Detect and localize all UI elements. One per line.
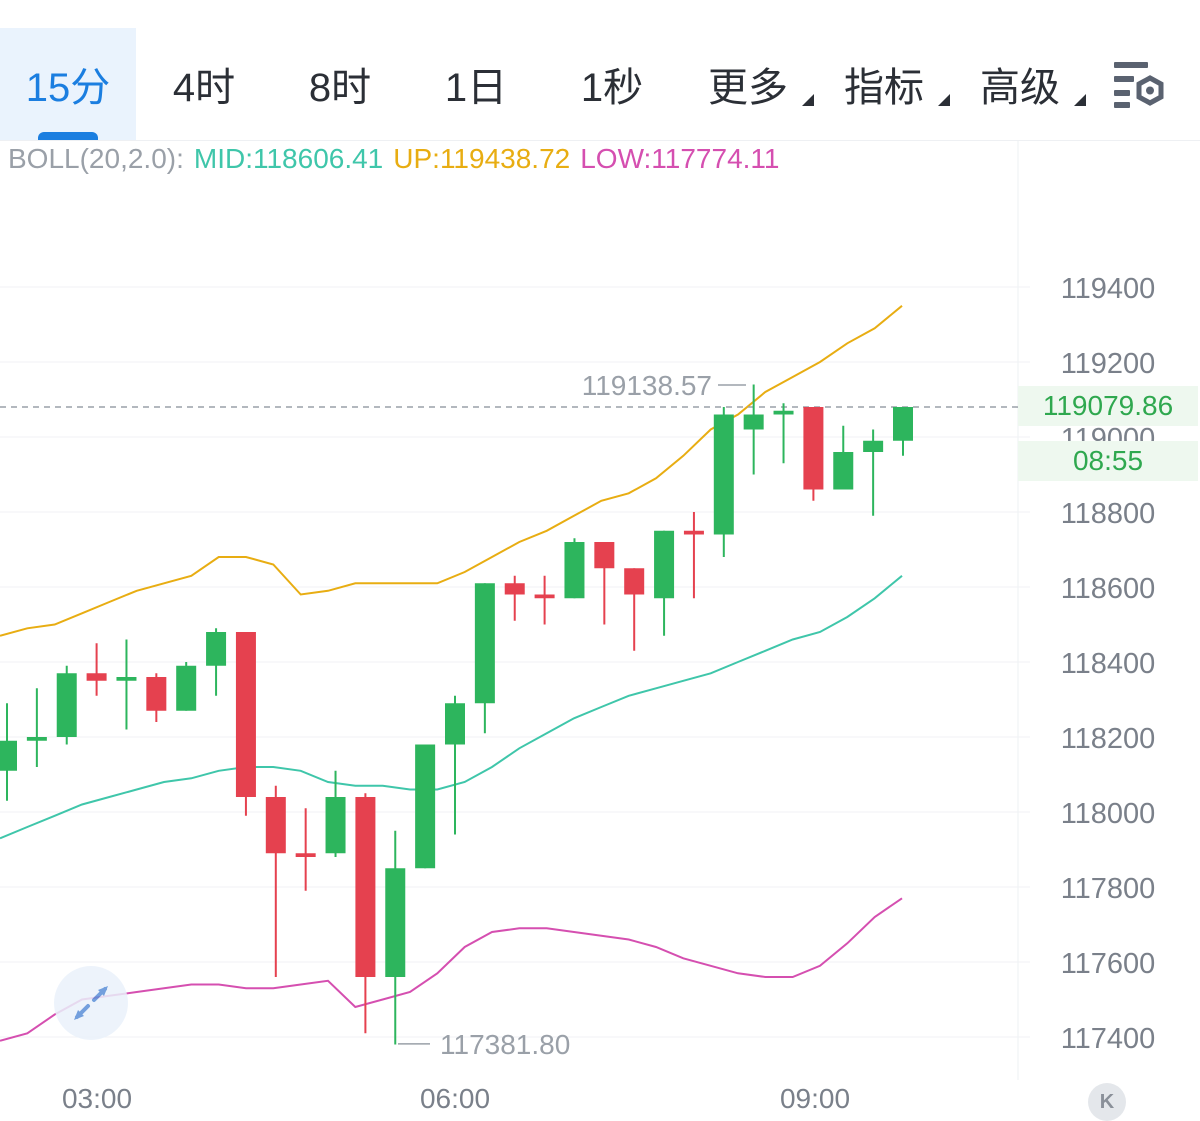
candle-body <box>0 740 17 771</box>
candle-body <box>474 583 495 704</box>
candle-body <box>624 568 645 595</box>
tab-label: 更多 <box>708 66 788 110</box>
candle-body <box>235 632 256 797</box>
x-tick-label: 09:00 <box>780 1083 850 1114</box>
tab-15m[interactable]: 15分 <box>0 28 136 140</box>
x-tick-label: 06:00 <box>420 1083 490 1114</box>
y-tick-label: 117800 <box>1061 873 1156 905</box>
tab-1d[interactable]: 1日 <box>408 28 544 140</box>
candle-body <box>594 542 615 569</box>
tab-label: 高级 <box>980 66 1060 110</box>
boll-up-value: UP:119438.72 <box>393 143 571 174</box>
boll-low-value: LOW:117774.11 <box>580 143 780 174</box>
boll-name: BOLL(20,2.0): <box>8 143 184 174</box>
chart-settings-icon[interactable] <box>1110 58 1172 110</box>
tab-label: 指标 <box>844 66 924 110</box>
tab-more[interactable]: 更多 <box>680 28 816 140</box>
candle-body <box>445 703 465 745</box>
candle-body <box>86 673 107 681</box>
y-tick-label: 117600 <box>1061 948 1156 980</box>
candle-body <box>355 797 376 977</box>
tab-label: 8时 <box>308 66 372 110</box>
candle-body <box>146 677 167 711</box>
y-tick-label: 118600 <box>1061 573 1156 605</box>
candle-body <box>206 632 227 666</box>
dropdown-triangle-icon <box>938 94 950 106</box>
tab-label: 1秒 <box>580 66 644 110</box>
y-tick-label: 117400 <box>1061 1023 1156 1055</box>
candle-body <box>295 853 316 857</box>
candle-body <box>116 677 137 681</box>
y-tick-label: 119200 <box>1061 348 1156 380</box>
tab-4h[interactable]: 4时 <box>136 28 272 140</box>
y-tick-label: 119400 <box>1061 273 1156 305</box>
boll-lower-line <box>0 897 903 1042</box>
candle-body <box>863 440 884 452</box>
candlestick-chart[interactable]: 1194001192001190001188001186001184001182… <box>0 140 1200 1114</box>
boll-legend: BOLL(20,2.0): MID:118606.41 UP:119438.72 LO… <box>8 143 790 181</box>
y-tick-label: 118800 <box>1061 498 1156 530</box>
kline-type-button[interactable]: K <box>1088 1083 1126 1121</box>
tab-label: 15分 <box>25 66 111 110</box>
candle-body <box>564 542 585 599</box>
tab-8h[interactable]: 8时 <box>272 28 408 140</box>
expand-icon <box>74 986 108 1020</box>
candle-body <box>654 530 675 599</box>
candle-body <box>713 414 734 535</box>
tab-1s[interactable]: 1秒 <box>544 28 680 140</box>
tab-label: 1日 <box>444 66 508 110</box>
candle-body <box>534 594 555 599</box>
tab-advanced[interactable]: 高级 <box>952 28 1088 140</box>
expand-chart-button[interactable] <box>54 966 128 1040</box>
tab-indicators[interactable]: 指标 <box>816 28 952 140</box>
high-price-label: 119138.57 <box>582 370 712 401</box>
candle-body <box>176 665 197 711</box>
y-tick-label: 118200 <box>1061 723 1156 755</box>
dropdown-triangle-icon <box>802 94 814 106</box>
candle-body <box>773 410 794 415</box>
candle-body <box>803 407 824 490</box>
current-price-label: 119079.86 <box>1018 386 1198 426</box>
candle-body <box>743 414 764 430</box>
candle-body <box>325 797 346 854</box>
candle-body <box>56 673 77 737</box>
candle-body <box>893 407 913 441</box>
timeframe-tabs: 15分 4时 8时 1日 1秒 更多 指标 高级 <box>0 0 1200 141</box>
candle-body <box>833 452 854 490</box>
dropdown-triangle-icon <box>1074 94 1086 106</box>
candle-body <box>385 868 406 977</box>
boll-mid-line <box>0 575 903 840</box>
y-tick-label: 118000 <box>1061 798 1156 830</box>
candle-body <box>265 797 286 854</box>
low-price-label: 117381.80 <box>440 1029 570 1060</box>
y-tick-label: 118400 <box>1061 648 1156 680</box>
x-tick-label: 03:00 <box>62 1083 132 1114</box>
candle-body <box>415 744 436 869</box>
active-tab-indicator <box>38 132 98 140</box>
candle-countdown-label: 08:55 <box>1018 441 1198 481</box>
candle-body <box>504 583 525 595</box>
tab-label: 4时 <box>172 66 236 110</box>
boll-mid-value: MID:118606.41 <box>193 143 384 174</box>
candle-body <box>683 530 704 535</box>
boll-upper-line <box>0 305 903 637</box>
candle-body <box>26 737 47 741</box>
k-icon: K <box>1099 1090 1115 1113</box>
